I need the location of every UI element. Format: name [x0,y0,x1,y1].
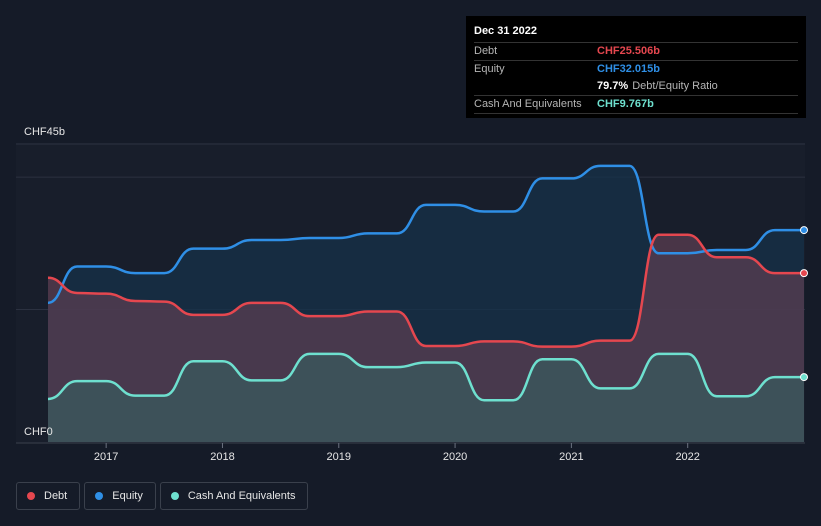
x-tick-label-2021: 2021 [559,451,583,463]
x-tick-label-2018: 2018 [210,451,234,463]
line-debt [47,233,804,348]
tooltip-ratio-value: 79.7% [597,80,629,92]
series-areas [48,165,804,442]
legend-label-debt: Debt [44,490,68,502]
legend-label-equity: Equity [112,490,143,502]
tooltip-equity-label: Equity [474,63,505,75]
legend-label-cash: Cash And Equivalents [187,490,296,502]
tooltip-debt-row: Debt CHF25.506b [474,42,798,60]
series-lines [47,164,804,402]
x-tick-label-2022: 2022 [675,451,699,463]
tooltip-cash-value: CHF9.767b [597,98,654,110]
series-endpoints [800,226,808,382]
line-equity [47,164,804,305]
legend-dot-equity [95,492,104,500]
legend-dot-cash [170,492,179,500]
legend-dot-debt [27,492,35,500]
tooltip-equity-value: CHF32.015b [597,63,660,75]
tooltip-date: Dec 31 2022 [474,25,537,37]
legend-item-equity[interactable]: Equity [84,482,156,510]
area-cash-and-equivalents [48,353,804,442]
legend: Debt Equity Cash And Equivalents [16,482,309,510]
tooltip-cash-label: Cash And Equivalents [474,98,582,110]
endpoint-debt [800,269,808,278]
tooltip-debt-label: Debt [474,45,498,57]
tooltip-debt-value: CHF25.506b [597,45,660,57]
data-tooltip: Dec 31 2022 Debt CHF25.506b Equity CHF32… [466,16,806,118]
x-tick-label-2017: 2017 [94,451,118,463]
tooltip-equity-row: Equity CHF32.015b [474,60,798,78]
x-tick-label-2020: 2020 [443,451,467,463]
y-axis-top-label: CHF45b [24,126,65,138]
tooltip-ratio-row: 79.7% Debt/Equity Ratio [474,78,798,95]
tooltip-ratio-text: Debt/Equity Ratio [632,80,718,92]
endpoint-equity [800,226,808,235]
x-axis: 2017 2018 2019 2020 2021 2022 [16,442,805,463]
legend-item-cash[interactable]: Cash And Equivalents [159,482,309,510]
legend-item-debt[interactable]: Debt [16,482,81,510]
endpoint-cash-and-equivalents [800,373,808,382]
x-tick-label-2019: 2019 [327,451,351,463]
y-axis-bottom-label: CHF0 [24,426,53,438]
line-cash-and-equivalents [47,352,804,402]
tooltip-cash-row: Cash And Equivalents CHF9.767b [474,95,798,114]
